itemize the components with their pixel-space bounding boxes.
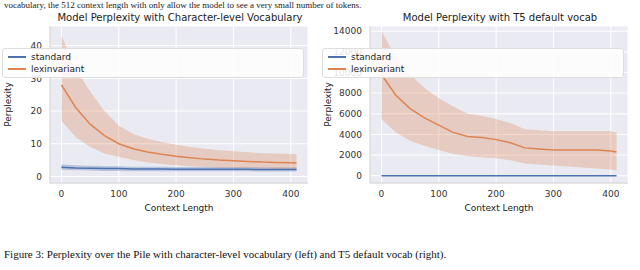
html-text:standard: standard <box>351 52 391 62</box>
svg-text:400: 400 <box>602 189 619 199</box>
svg-text:Perplexity: Perplexity <box>8 82 13 127</box>
svg-text:Context Length: Context Length <box>464 203 533 213</box>
svg-text:100: 100 <box>430 189 447 199</box>
html-text:Model Perplexity with Characte: Model Perplexity with Character-level Vo… <box>57 12 303 23</box>
svg-text:100: 100 <box>110 189 127 199</box>
svg-text:0: 0 <box>36 172 42 182</box>
svg-text:200: 200 <box>488 189 505 199</box>
svg-text:40: 40 <box>31 41 43 51</box>
svg-text:200: 200 <box>168 189 185 199</box>
svg-text:300: 300 <box>225 189 242 199</box>
svg-text:20: 20 <box>31 106 43 116</box>
svg-text:400: 400 <box>282 189 299 199</box>
html-text:Model Perplexity with T5 defau: Model Perplexity with T5 default vocab <box>402 12 598 23</box>
svg-text:6000: 6000 <box>339 109 362 119</box>
html-text:vocabulary, the 512 context le: vocabulary, the 512 context length with … <box>4 0 362 10</box>
svg-text:0: 0 <box>59 189 65 199</box>
html-text:lexinvariant: lexinvariant <box>31 64 85 74</box>
svg-text:4000: 4000 <box>339 130 362 140</box>
svg-text:300: 300 <box>545 189 562 199</box>
svg-text:Perplexity: Perplexity <box>323 82 333 127</box>
html-text:lexinvariant: lexinvariant <box>351 64 405 74</box>
svg-text:0: 0 <box>356 171 362 181</box>
svg-text:10000: 10000 <box>333 68 362 78</box>
svg-text:10: 10 <box>31 139 43 149</box>
svg-text:0: 0 <box>379 189 385 199</box>
html-text:Figure 3: Perplexity over the: Figure 3: Perplexity over the Pile with … <box>4 248 447 260</box>
svg-text:14000: 14000 <box>333 26 362 36</box>
svg-text:2000: 2000 <box>339 150 362 160</box>
svg-text:Context Length: Context Length <box>144 203 213 213</box>
svg-text:12000: 12000 <box>333 47 362 57</box>
html-text:standard: standard <box>31 52 71 62</box>
svg-text:30: 30 <box>31 74 43 84</box>
svg-text:8000: 8000 <box>339 88 362 98</box>
